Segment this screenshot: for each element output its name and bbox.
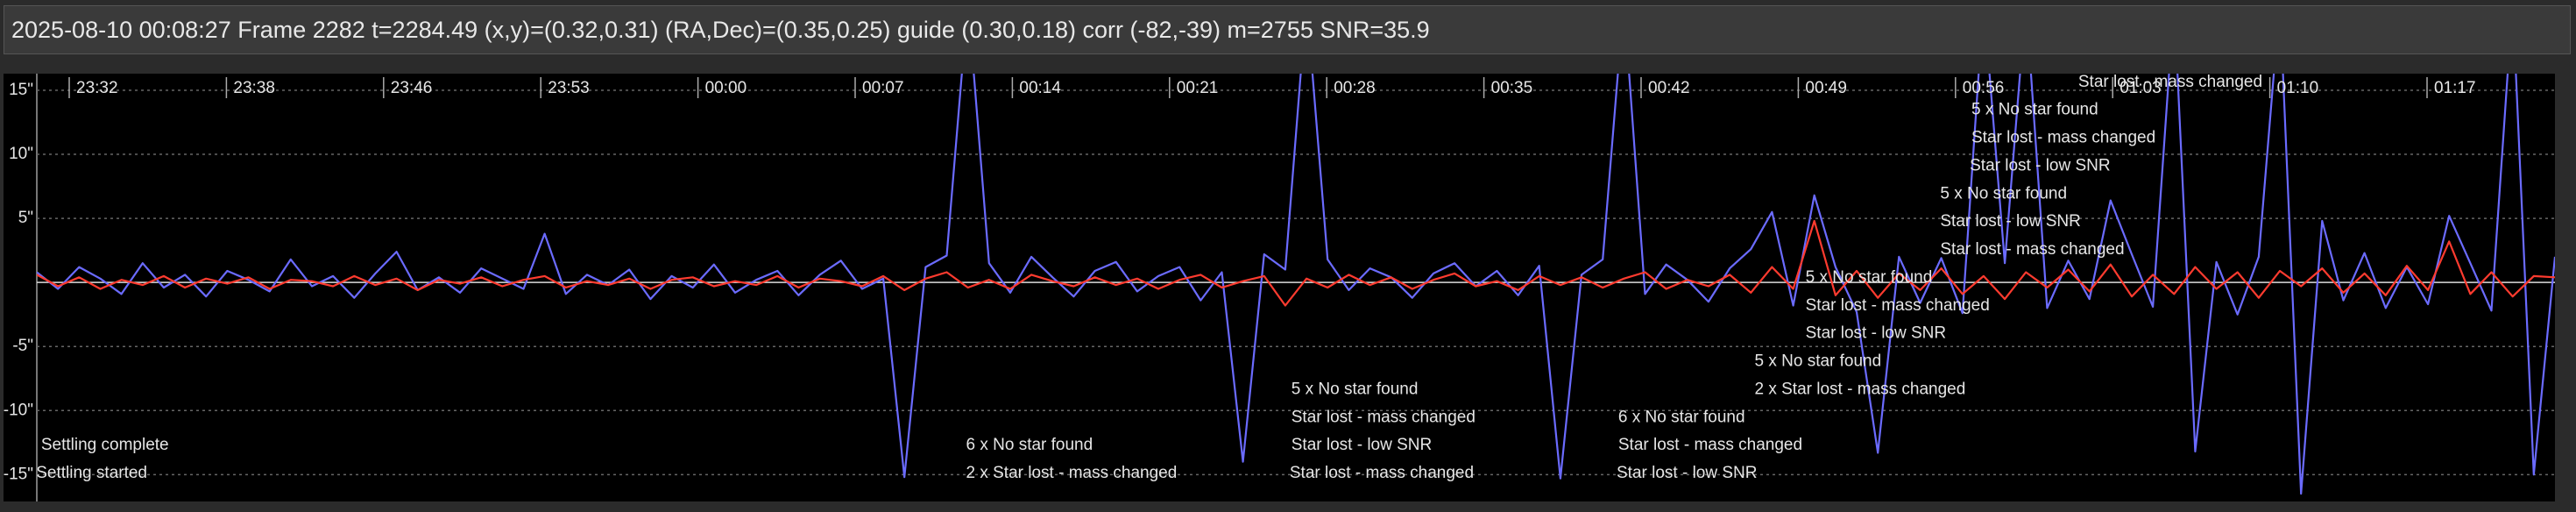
x-tick-label: 00:42 [1648,79,1690,97]
annotation: Star lost - low SNR [1617,464,1757,482]
x-tick-label: 01:17 [2434,79,2476,97]
x-tick-label: 00:35 [1491,79,1533,97]
annotation: 6 x No star found [1618,408,1745,426]
x-tick-label: 00:14 [1019,79,1061,97]
annotation: Star lost - mass changed [1618,436,1802,454]
annotation: Star lost - low SNR [1970,156,2110,174]
x-tick-label: 01:10 [2277,79,2319,97]
x-tick-label: 23:38 [233,79,275,97]
annotation: 2 x Star lost - mass changed [966,464,1178,482]
y-tick-label: -5" [12,337,33,355]
annotation: Star lost - low SNR [1940,212,2080,231]
series-line [37,74,2555,495]
y-tick-label: -10" [4,401,33,419]
annotation: Star lost - low SNR [1806,324,1946,343]
annotation: Settling started [36,464,147,482]
y-tick-label: 10" [9,145,33,163]
y-tick-label: 5" [18,209,33,227]
annotation: Star lost - mass changed [1290,464,1474,482]
annotation: Star lost - mass changed [1806,296,1990,315]
annotation: 6 x No star found [966,436,1093,454]
annotation: Star lost - mass changed [1940,240,2124,259]
x-tick-label: 00:00 [705,79,747,97]
x-tick-label: 23:32 [76,79,118,97]
x-tick-label: 23:46 [391,79,433,97]
x-tick-label: 01:03 [2120,79,2162,97]
annotation: 5 x No star found [1806,268,1933,287]
y-tick-label: 15" [9,81,33,99]
y-tick-label: -15" [4,465,33,483]
series-line [37,219,2555,307]
x-tick-label: 00:07 [862,79,904,97]
annotation: 5 x No star found [1940,184,2067,203]
status-bar: 2025-08-10 00:08:27 Frame 2282 t=2284.49… [4,5,2571,54]
annotation: 5 x No star found [1971,101,2098,119]
x-tick-label: 00:21 [1177,79,1219,97]
annotation: Settling complete [41,436,169,454]
x-tick-label: 00:56 [1963,79,2005,97]
annotation: Star lost - low SNR [1292,436,1432,454]
annotation: 5 x No star found [1755,352,1882,371]
annotation: 2 x Star lost - mass changed [1755,380,1966,398]
x-tick-label: 23:53 [548,79,590,97]
annotation: 5 x No star found [1292,380,1419,398]
x-tick-label: 00:28 [1334,79,1376,97]
annotation: Star lost - mass changed [1292,408,1476,426]
annotation: Star lost - mass changed [1971,129,2155,147]
plot-background [4,74,2555,501]
annotation: Star lost - mass changed [2078,73,2262,91]
x-tick-label: 00:49 [1805,79,1847,97]
